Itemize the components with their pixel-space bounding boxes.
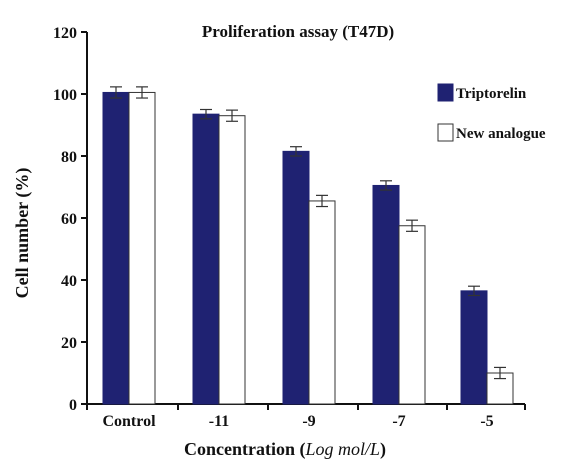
x-tick-label-3: -7 xyxy=(392,413,405,430)
x-axis-label-suffix: ) xyxy=(380,439,386,459)
bar-triptorelin-2 xyxy=(282,150,310,405)
x-axis-label: Concentration (Log mol/L) xyxy=(184,439,386,459)
y-tick-label-120: 120 xyxy=(53,25,77,42)
legend: Triptorelin New analogue xyxy=(437,83,546,142)
chart-title: Proliferation assay (T47D) xyxy=(202,22,394,41)
bar-triptorelin-0 xyxy=(102,91,130,405)
x-tick-label-1: -11 xyxy=(209,413,229,430)
x-tick-label-4: -5 xyxy=(480,413,493,430)
y-axis-label: Cell number (%) xyxy=(12,168,33,299)
legend-swatch-new-analogue xyxy=(437,123,454,142)
y-tick-label-0: 0 xyxy=(69,397,77,414)
y-tick-label-80: 80 xyxy=(61,149,77,166)
x-axis-label-italic: Log mol/L xyxy=(304,439,380,459)
y-tick-label-20: 20 xyxy=(61,335,77,352)
y-tick-label-100: 100 xyxy=(53,87,77,104)
plot-area: 0 20 40 60 80 100 120 Control -11 -9 -7 -5 xyxy=(53,25,526,430)
x-tick-label-2: -9 xyxy=(302,413,315,430)
bar-new-analogue-0 xyxy=(128,91,156,405)
y-tick-label-60: 60 xyxy=(61,211,77,228)
bar-triptorelin-1 xyxy=(192,113,220,405)
bar-new-analogue-1 xyxy=(218,115,246,405)
legend-label-new-analogue: New analogue xyxy=(456,126,546,142)
bar-triptorelin-4 xyxy=(460,290,488,405)
x-axis-label-prefix: Concentration ( xyxy=(184,439,305,459)
bar-new-analogue-2 xyxy=(308,200,336,405)
legend-swatch-triptorelin xyxy=(437,83,454,102)
legend-label-triptorelin: Triptorelin xyxy=(456,86,527,102)
x-tick-label-0: Control xyxy=(102,413,156,430)
bar-new-analogue-3 xyxy=(398,225,426,405)
bar-triptorelin-3 xyxy=(372,184,400,405)
y-tick-label-40: 40 xyxy=(61,273,77,290)
